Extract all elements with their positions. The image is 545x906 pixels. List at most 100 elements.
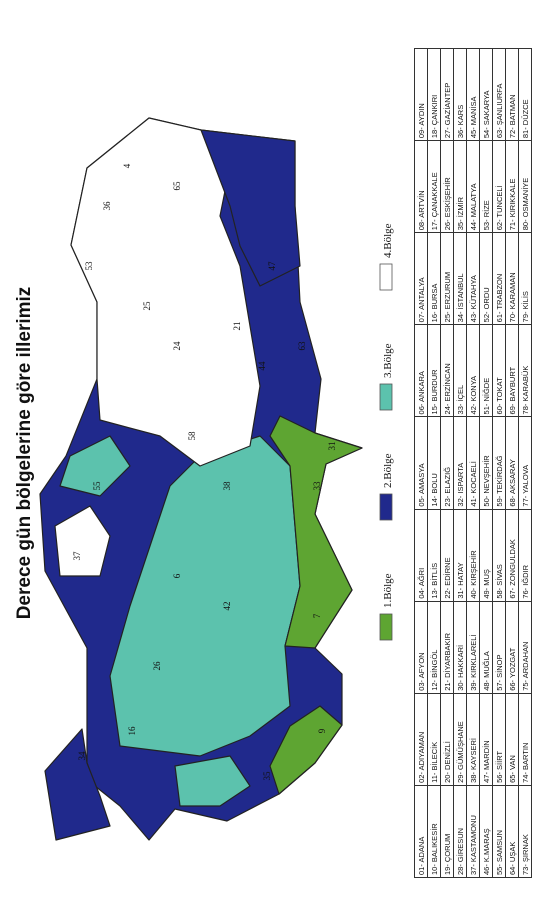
table-cell: 66- YOZGAT xyxy=(505,601,519,694)
province-number: 9 xyxy=(317,728,327,733)
table-cell: 53- RİZE xyxy=(479,140,493,233)
table-cell: 11- BİLECİK xyxy=(427,693,441,786)
province-number: 21 xyxy=(232,322,242,331)
table-row: 55- SAMSUN 56- SİİRT 57- SİNOP 58- SİVAS 59-… xyxy=(492,48,506,878)
table-cell: 31- HATAY xyxy=(453,509,467,602)
table-cell: 13- BİTLİS xyxy=(427,509,441,602)
province-number: 35 xyxy=(262,771,272,781)
table-cell: 46- K.MARAŞ xyxy=(479,785,493,878)
table-row: 19- ÇORUM 20- DENİZLİ 21- DİYARBAKIR 22- ED… xyxy=(440,48,454,878)
province-number: 6 xyxy=(172,573,182,578)
table-cell: 06- ANKARA xyxy=(414,324,428,417)
table-cell: 25- ERZURUM xyxy=(440,232,454,325)
zone-3-west xyxy=(174,755,251,807)
table-row: 10- BALIKESİR 11- BİLECİK 12- BİNGÖL 13- Bİ… xyxy=(427,48,441,878)
table-cell: 65- VAN xyxy=(505,693,519,786)
province-number: 44 xyxy=(257,361,267,371)
table-cell: 68- AKSARAY xyxy=(505,416,519,510)
table-cell: 02- ADIYAMAN xyxy=(414,693,428,786)
province-number: 25 xyxy=(142,301,152,311)
table-cell: 51- NİĞDE xyxy=(479,324,493,417)
table-cell: 76- IĞDIR xyxy=(518,509,532,602)
table-cell: 78- KARABÜK xyxy=(518,324,532,417)
table-cell: 28- GİRESUN xyxy=(453,785,467,878)
province-number: 53 xyxy=(84,261,94,271)
table-cell: 49- MUŞ xyxy=(479,509,493,602)
table-cell: 34- İSTANBUL xyxy=(453,232,467,325)
table-row: 28- GİRESUN 29- GÜMÜŞHANE 30- HAKKARİ 31- H… xyxy=(453,48,467,878)
table-row: 73- ŞIRNAK 74- BARTIN 75- ARDAHAN 76- IĞDIR… xyxy=(518,48,532,878)
table-cell: 35- İZMİR xyxy=(453,140,467,233)
table-cell: 37- KASTAMONU xyxy=(466,785,480,878)
table-cell: 60- TOKAT xyxy=(492,324,506,417)
legend-label: 1.Bölge xyxy=(382,573,394,608)
province-number: 16 xyxy=(127,726,137,736)
table-cell: 57- SİNOP xyxy=(492,601,506,694)
province-number: 31 xyxy=(327,442,337,451)
table-cell: 58- SİVAS xyxy=(492,509,506,602)
table-cell: 19- ÇORUM xyxy=(440,785,454,878)
table-cell: 32- ISPARTA xyxy=(453,416,467,510)
legend-label: 4.Bölge xyxy=(382,223,394,258)
legend-swatch xyxy=(379,613,393,641)
table-cell: 40- KIRŞEHİR xyxy=(466,509,480,602)
table-row: 64- UŞAK 65- VAN 66- YOZGAT 67- ZONGULDAK 68… xyxy=(505,48,519,878)
zone-2-east xyxy=(200,129,301,287)
zone-3-north xyxy=(59,435,131,497)
table-cell: 56- SİİRT xyxy=(492,693,506,786)
legend-swatch xyxy=(379,263,393,291)
table-cell: 77- YALOVA xyxy=(518,416,532,510)
province-number: 33 xyxy=(312,481,322,491)
table-cell: 47- MARDİN xyxy=(479,693,493,786)
province-number: 42 xyxy=(222,602,232,611)
table-cell: 17- ÇANAKKALE xyxy=(427,140,441,233)
table-cell: 48- MUĞLA xyxy=(479,601,493,694)
legend-label: 3.Bölge xyxy=(382,343,394,378)
table-cell: 12- BİNGÖL xyxy=(427,601,441,694)
table-cell: 62- TUNCELİ xyxy=(492,140,506,233)
table-cell: 18- ÇANKIRI xyxy=(427,48,441,141)
table-cell: 21- DİYARBAKIR xyxy=(440,601,454,694)
table-cell: 70- KARAMAN xyxy=(505,232,519,325)
zone-4-north xyxy=(54,505,111,577)
table-cell: 63- ŞANLIURFA xyxy=(492,48,506,141)
province-number: 4 xyxy=(122,163,132,168)
table-cell: 69- BAYBURT xyxy=(505,324,519,417)
province-number: 55 xyxy=(92,481,102,491)
table-cell: 71- KIRIKKALE xyxy=(505,140,519,233)
table-cell: 74- BARTIN xyxy=(518,693,532,786)
table-cell: 36- KARS xyxy=(453,48,467,141)
table-cell: 33- İÇEL xyxy=(453,324,467,417)
table-cell: 54- SAKARYA xyxy=(479,48,493,141)
table-cell: 73- ŞIRNAK xyxy=(518,785,532,878)
province-number: 65 xyxy=(172,181,182,191)
table-cell: 59- TEKİRDAĞ xyxy=(492,416,506,510)
zone-1-south xyxy=(269,415,363,649)
table-cell: 41- KOCAELİ xyxy=(466,416,480,510)
table-cell: 30- HAKKARİ xyxy=(453,601,467,694)
legend-swatch xyxy=(379,493,393,521)
table-cell: 61- TRABZON xyxy=(492,232,506,325)
table-row: 46- K.MARAŞ 47- MARDİN 48- MUĞLA 49- MUŞ 50-… xyxy=(479,48,493,878)
province-number: 58 xyxy=(187,431,197,441)
table-cell: 81- DÜZCE xyxy=(518,48,532,141)
table-cell: 42- KONYA xyxy=(466,324,480,417)
table-cell: 15- BURDUR xyxy=(427,324,441,417)
table-cell: 26- ESKİŞEHİR xyxy=(440,140,454,233)
table-cell: 38- KAYSERİ xyxy=(466,693,480,786)
table-cell: 01- ADANA xyxy=(414,785,428,878)
province-number: 34 xyxy=(77,751,87,761)
table-cell: 79- KİLİS xyxy=(518,232,532,325)
province-number: 26 xyxy=(152,661,162,671)
table-cell: 20- DENİZLİ xyxy=(440,693,454,786)
table-cell: 29- GÜMÜŞHANE xyxy=(453,693,467,786)
province-number: 24 xyxy=(172,341,182,351)
table-cell: 08- ARTVİN xyxy=(414,140,428,233)
table-cell: 44- MALATYA xyxy=(466,140,480,233)
table-cell: 67- ZONGULDAK xyxy=(505,509,519,602)
table-cell: 50- NEVŞEHİR xyxy=(479,416,493,510)
table-cell: 27- GAZİANTEP xyxy=(440,48,454,141)
province-number: 36 xyxy=(102,201,112,211)
table-cell: 09- AYDIN xyxy=(414,48,428,141)
